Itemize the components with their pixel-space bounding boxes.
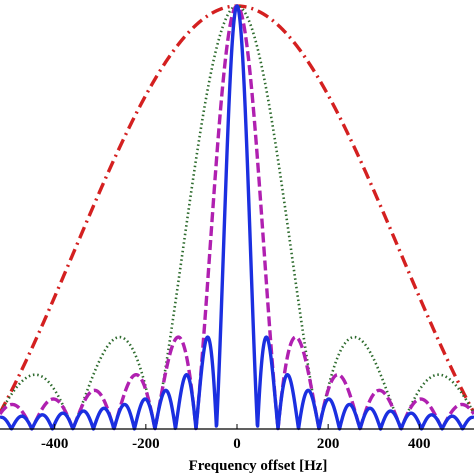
series-line-dotted [0, 4, 474, 430]
x-tick-label: 400 [408, 436, 431, 452]
x-tick-label: -200 [132, 436, 160, 452]
x-tick-label: 200 [317, 436, 340, 452]
series-line-solid [0, 4, 474, 431]
series-line-dashed [0, 4, 474, 431]
x-tick-label: -400 [41, 436, 69, 452]
x-tick-label: 0 [233, 436, 241, 452]
curves-layer [0, 4, 474, 431]
x-ticks: -400 -200 0 200 400 [41, 424, 431, 452]
series-line-dash-dot [0, 4, 474, 414]
x-axis-label: Frequency offset [Hz] [189, 458, 328, 474]
